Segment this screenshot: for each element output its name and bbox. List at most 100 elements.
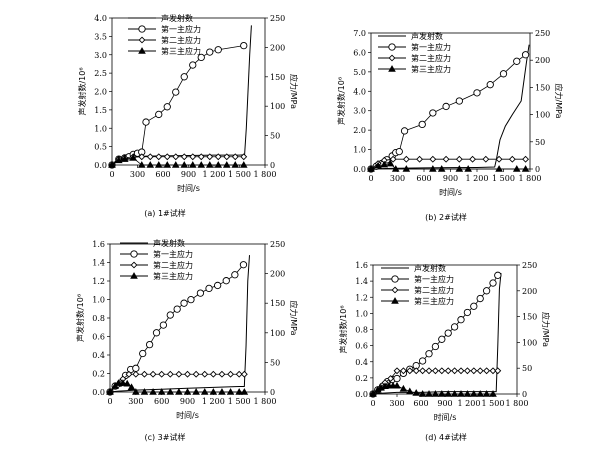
y-left-tick-label: 2.5 [94, 69, 107, 78]
legend-label: 第一主应力 [411, 42, 451, 52]
y-left-tick-label: 0.0 [92, 388, 105, 397]
series-2-point [389, 155, 397, 163]
y-left-axis-label: 声发射数/10⁶ [336, 77, 346, 125]
y-left-tick-label: 3.5 [94, 32, 107, 41]
legend-marker [138, 36, 146, 44]
series-2-point [399, 367, 407, 375]
chart-panel-d: 0 300 600 900 1 200 1 500 1 800 0.0 0.2 0.4 0.6 0.8… [338, 261, 551, 442]
x-tick-label: 1 500 [228, 397, 251, 406]
y-right-tick-label: 100 [270, 329, 285, 338]
series-1-point [180, 73, 188, 81]
series-3-point [123, 379, 132, 387]
x-tick-label: 1 200 [203, 170, 226, 179]
series-3-point [171, 161, 180, 168]
y-left-axis-label: 声发射数/10⁶ [77, 67, 87, 115]
series-3-point [482, 390, 491, 397]
series-1-point [494, 271, 502, 279]
y-right-tick-label: 100 [522, 338, 537, 347]
x-tick-label: 1 800 [506, 399, 529, 408]
x-tick-label: 1 500 [228, 170, 251, 179]
series-2-point [412, 367, 420, 375]
series-3-point [226, 388, 235, 395]
y-left-tick-label: 0.8 [355, 326, 368, 335]
series-3-point [175, 388, 183, 395]
series-1-point [205, 284, 213, 293]
series-line-0 [370, 44, 530, 170]
y-left-tick-label: 0.8 [92, 314, 105, 323]
y-left-tick-label: 1.6 [355, 261, 368, 270]
series-1-point [489, 279, 497, 287]
legend-label: 声发射数 [161, 13, 193, 23]
series-2-point [463, 367, 471, 375]
x-tick-label: 900 [443, 174, 458, 183]
series-3-point [132, 388, 140, 395]
panel-caption: (b) 2#试样 [425, 212, 467, 222]
series-3-point [120, 155, 129, 162]
legend-label: 第一主应力 [153, 249, 193, 259]
series-3-point [463, 390, 472, 397]
series-2-point [240, 153, 248, 161]
series-1-point [418, 120, 426, 129]
series-2-point [508, 155, 516, 163]
series-3-point [393, 381, 401, 389]
legend-marker [130, 272, 138, 279]
y-left-tick-label: 4.0 [353, 87, 366, 96]
series-2-point [483, 367, 491, 375]
series-2-point [146, 153, 154, 161]
series-1-point [463, 308, 472, 317]
y-right-tick-label: 0 [270, 388, 275, 397]
series-1-point [429, 109, 437, 117]
x-axis-label: 时间/s [176, 410, 199, 420]
x-tick-label: 900 [437, 399, 452, 408]
x-tick-label: 1 200 [458, 399, 481, 408]
x-tick-label: 900 [180, 397, 195, 406]
series-1-point [438, 335, 446, 343]
y-left-tick-label: 0.2 [92, 370, 105, 379]
y-left-tick-label: 1.2 [355, 293, 368, 302]
legend-marker [391, 297, 399, 304]
y-left-tick-label: 0.0 [353, 165, 366, 174]
series-2-point [393, 367, 401, 375]
x-tick-label: 1 500 [492, 174, 515, 183]
x-tick-label: 600 [416, 174, 431, 183]
y-right-axis-label: 应力/MPa [541, 312, 551, 347]
legend-label: 第二主应力 [161, 35, 201, 45]
series-2-point [125, 370, 133, 378]
panel-caption: (c) 3#试样 [145, 432, 186, 442]
series-3-point [444, 390, 453, 397]
series-1-point [470, 302, 478, 310]
series-2-point [455, 155, 463, 163]
series-3-point [180, 161, 189, 168]
y-left-tick-label: 2.0 [353, 126, 366, 135]
series-1-point [206, 48, 214, 56]
series-2-point [180, 153, 188, 161]
legend-marker [388, 65, 396, 72]
series-1-point [400, 127, 409, 135]
series-line-1 [111, 45, 244, 166]
series-1-point [482, 287, 491, 295]
series-3-point [431, 390, 440, 397]
series-3-point [140, 388, 149, 395]
series-3-point [197, 161, 206, 168]
series-2-point [476, 367, 484, 375]
y-left-tick-label: 1.0 [94, 124, 107, 133]
series-3-point [183, 388, 192, 395]
y-right-tick-label: 250 [535, 29, 550, 38]
x-tick-label: 1 200 [466, 174, 489, 183]
series-2-point [184, 370, 191, 378]
series-2-point [522, 155, 530, 163]
y-right-tick-label: 50 [535, 138, 545, 147]
series-1-point [450, 323, 459, 331]
series-1-point [240, 41, 248, 50]
series-1-point [418, 357, 427, 365]
y-right-tick-label: 250 [270, 14, 285, 23]
series-3-point [402, 165, 411, 172]
series-3-point [222, 161, 231, 168]
series-2-point [402, 155, 410, 163]
series-2-point [231, 153, 239, 161]
x-tick-label: 1 800 [519, 174, 542, 183]
series-2-point [155, 153, 163, 161]
legend-label: 第三主应力 [153, 271, 193, 281]
y-left-tick-label: 1.6 [92, 240, 105, 249]
series-2-point [149, 370, 157, 378]
